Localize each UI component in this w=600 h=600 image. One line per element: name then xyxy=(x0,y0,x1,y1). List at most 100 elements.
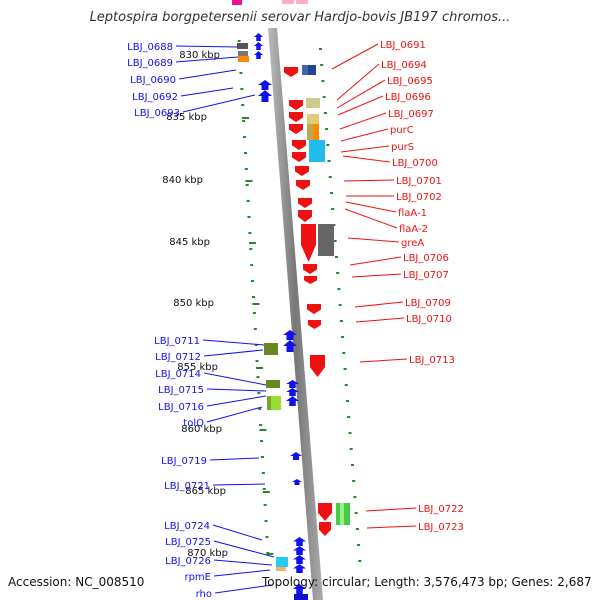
scale-dot xyxy=(334,256,338,258)
scale-tick xyxy=(259,429,267,431)
leader-line xyxy=(212,524,263,541)
right-gene-label[interactable]: LBJ_0694 xyxy=(381,60,427,71)
reverse-gene-arrow xyxy=(308,320,321,329)
forward-gene-arrow xyxy=(286,388,299,396)
scale-dot xyxy=(259,424,263,426)
reverse-gene-arrow xyxy=(307,304,321,314)
left-gene-label[interactable]: LBJ_0712 xyxy=(155,352,201,363)
leader-line xyxy=(202,339,265,346)
right-gene-label[interactable]: purS xyxy=(391,142,414,153)
leader-line xyxy=(175,56,239,63)
scale-dot xyxy=(248,232,252,234)
right-gene-label[interactable]: LBJ_0695 xyxy=(387,76,433,87)
forward-gene-arrow xyxy=(254,33,263,41)
right-gene-label[interactable]: LBJ_0696 xyxy=(385,92,431,103)
gene-feature xyxy=(340,503,344,525)
scale-tick xyxy=(262,491,270,493)
forward-gene-arrow xyxy=(293,546,306,555)
right-gene-label[interactable]: LBJ_0722 xyxy=(418,504,464,515)
right-gene-label[interactable]: LBJ_0691 xyxy=(380,40,426,51)
reverse-gene-arrow xyxy=(304,276,317,284)
gene-feature xyxy=(308,65,316,75)
gene-feature xyxy=(311,124,319,140)
right-gene-label[interactable]: LBJ_0706 xyxy=(403,253,449,264)
right-gene-label[interactable]: LBJ_0707 xyxy=(403,270,449,281)
right-gene-label[interactable]: LBJ_0702 xyxy=(396,192,442,203)
left-gene-label[interactable]: rho xyxy=(196,589,212,600)
right-gene-label[interactable]: LBJ_0723 xyxy=(418,522,464,533)
right-gene-label[interactable]: flaA-2 xyxy=(399,224,428,235)
scale-dot xyxy=(322,96,326,98)
leader-line xyxy=(206,388,267,392)
reverse-gene-arrow xyxy=(284,67,298,77)
left-gene-label[interactable]: LBJ_0693 xyxy=(134,108,180,119)
scale-label: 830 kbp xyxy=(179,50,220,61)
scale-dot xyxy=(258,408,262,410)
right-gene-label[interactable]: LBJ_0713 xyxy=(409,355,455,366)
left-gene-label[interactable]: LBJ_0690 xyxy=(130,75,176,86)
left-gene-label[interactable]: LBJ_0692 xyxy=(132,92,178,103)
right-gene-label[interactable]: LBJ_0710 xyxy=(406,314,452,325)
reverse-gene-arrow xyxy=(319,522,331,536)
leader-line xyxy=(351,273,402,278)
leader-line xyxy=(214,584,273,594)
forward-gene-arrow xyxy=(254,42,263,50)
scale-tick xyxy=(241,117,249,119)
right-gene-label[interactable]: purC xyxy=(390,125,414,136)
left-gene-label[interactable]: tolQ xyxy=(183,418,204,429)
leader-line xyxy=(180,87,234,97)
reverse-gene-arrow xyxy=(295,166,309,176)
forward-gene-arrow xyxy=(293,537,306,546)
gene-feature xyxy=(302,65,308,75)
left-gene-label[interactable]: LBJ_0719 xyxy=(161,456,207,467)
scale-tick xyxy=(248,242,256,244)
scale-dot xyxy=(338,304,342,306)
forward-gene-arrow xyxy=(286,380,299,388)
left-gene-label[interactable]: rpmE xyxy=(184,572,211,583)
scale-dot xyxy=(355,528,359,530)
left-gene-label[interactable]: LBJ_0715 xyxy=(158,385,204,396)
scale-dot xyxy=(251,280,255,282)
leader-line xyxy=(336,79,386,109)
gene-feature xyxy=(296,0,308,4)
right-gene-label[interactable]: greA xyxy=(401,238,424,249)
left-gene-label[interactable]: LBJ_0726 xyxy=(165,556,211,567)
right-gene-label[interactable]: LBJ_0709 xyxy=(405,298,451,309)
reverse-gene-arrow xyxy=(289,100,303,110)
left-gene-label[interactable]: LBJ_0689 xyxy=(127,58,173,69)
left-gene-label[interactable]: LBJ_0714 xyxy=(155,369,201,380)
forward-gene-arrow xyxy=(258,80,272,90)
leader-line xyxy=(212,483,266,486)
right-gene-label[interactable]: LBJ_0697 xyxy=(388,109,434,120)
right-gene-label[interactable]: LBJ_0701 xyxy=(396,176,442,187)
chromosome-backbone xyxy=(268,28,323,600)
scale-label: 845 kbp xyxy=(169,237,210,248)
reverse-gene-arrow xyxy=(298,210,312,222)
forward-gene-arrow xyxy=(258,90,272,102)
right-gene-label[interactable]: flaA-1 xyxy=(398,208,427,219)
scale-dot xyxy=(320,64,324,66)
left-gene-label[interactable]: LBJ_0716 xyxy=(158,402,204,413)
scale-label: 870 kbp xyxy=(187,548,228,559)
reverse-gene-arrow xyxy=(289,112,303,122)
forward-gene-arrow xyxy=(254,51,263,59)
leader-line xyxy=(175,45,239,48)
leader-line xyxy=(343,179,395,182)
left-gene-label[interactable]: LBJ_0725 xyxy=(165,537,211,548)
scale-dot xyxy=(323,112,327,114)
scale-tick xyxy=(255,367,263,369)
gene-features xyxy=(232,0,350,600)
right-gene-label[interactable]: LBJ_0700 xyxy=(392,158,438,169)
left-gene-label[interactable]: LBJ_0688 xyxy=(127,42,173,53)
forward-gene-arrow xyxy=(286,396,299,406)
left-gene-label[interactable]: LBJ_0724 xyxy=(164,521,210,532)
scale-dot xyxy=(252,312,256,314)
scale-tick xyxy=(266,553,274,555)
gene-feature xyxy=(266,380,280,388)
left-gene-label[interactable]: LBJ_0711 xyxy=(154,336,200,347)
scale-tick xyxy=(252,303,260,305)
scale-dot xyxy=(349,448,353,450)
scale-dot xyxy=(352,480,356,482)
left-gene-label[interactable]: LBJ_0721 xyxy=(164,481,210,492)
